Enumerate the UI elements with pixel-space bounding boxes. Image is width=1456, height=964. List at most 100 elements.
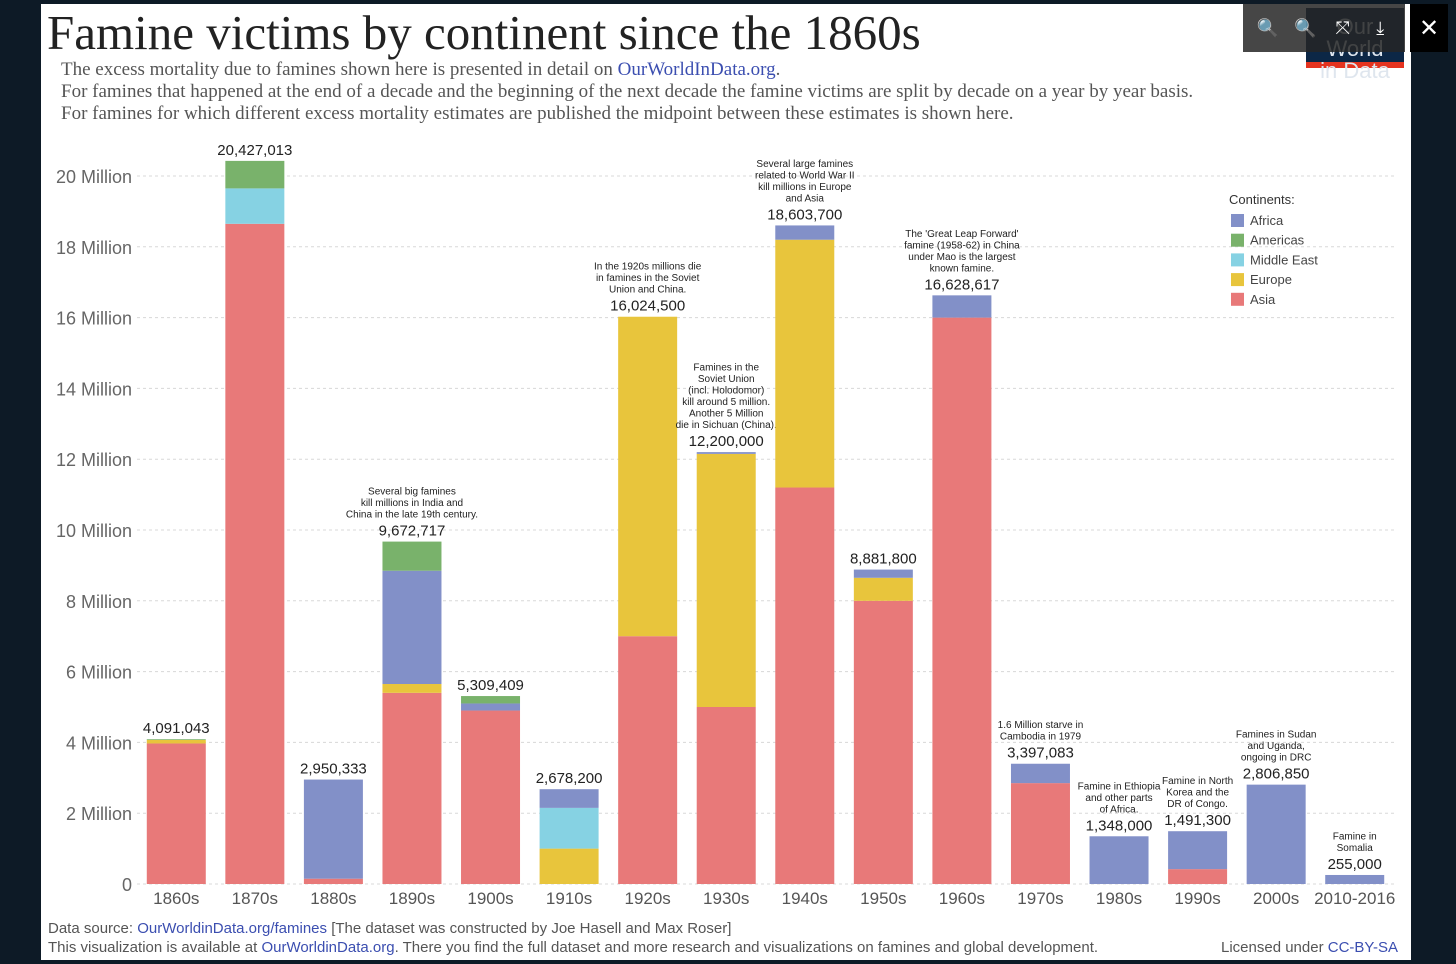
bar-segment-africa[interactable] [382, 570, 442, 684]
legend-label[interactable]: Middle East [1250, 252, 1318, 267]
y-tick-label: 20 Million [56, 167, 132, 187]
bar-segment-asia[interactable] [225, 223, 285, 885]
bar-annotation: 1.6 Million starve in Cambodia in 1979 [998, 720, 1084, 743]
y-tick-label: 2 Million [66, 804, 132, 824]
bar-segment-asia[interactable] [1168, 869, 1228, 884]
bar-segment-europe[interactable] [382, 683, 442, 693]
bar-annotation: In the 1920s millions die in famines in t… [594, 262, 702, 296]
chart-title: Famine victims by continent since the 18… [47, 5, 921, 60]
bar-segment-africa[interactable] [1089, 836, 1149, 884]
bar-total-label: 16,024,500 [610, 298, 685, 315]
bar-segment-asia[interactable] [303, 878, 363, 884]
bar-total-label: 16,628,617 [924, 276, 999, 293]
bar-segment-asia[interactable] [696, 707, 756, 884]
bar-segment-asia[interactable] [146, 743, 206, 884]
bar-total-label: 3,397,083 [1007, 745, 1074, 762]
bar-segment-africa[interactable] [1246, 784, 1306, 884]
y-tick-label: 8 Million [66, 592, 132, 612]
legend-swatch-americas[interactable] [1231, 233, 1244, 247]
bar-annotation: Famine in Ethiopia and other parts of Afri… [1078, 781, 1161, 815]
bar-segment-africa[interactable] [775, 225, 835, 240]
bar-total-label: 255,000 [1328, 856, 1382, 873]
zoom-in-icon[interactable]: 🔍 [1256, 17, 1279, 38]
bar-total-label: 5,309,409 [457, 677, 524, 694]
bar-segment-europe[interactable] [539, 848, 599, 884]
bar-segment-asia[interactable] [932, 317, 992, 885]
logo-line-2: in Data [1320, 58, 1390, 83]
y-tick-label: 10 Million [56, 521, 132, 541]
subtitle-line-3: For famines for which different excess m… [61, 103, 1014, 124]
legend-swatch-asia[interactable] [1231, 292, 1244, 306]
source-suffix: [The dataset was constructed by Joe Hase… [327, 920, 732, 937]
source-link[interactable]: OurWorldinData.org/famines [137, 920, 328, 937]
x-tick-label: 1960s [939, 889, 985, 908]
legend-swatch-europe[interactable] [1231, 273, 1244, 287]
x-tick-label: 1920s [624, 889, 670, 908]
license-line: Licensed under CC-BY-SA [1221, 939, 1398, 956]
bar-segment-africa[interactable] [853, 569, 913, 578]
legend-label[interactable]: Africa [1250, 213, 1284, 228]
bar-segment-africa[interactable] [461, 703, 521, 711]
bar-segment-africa[interactable] [1168, 831, 1228, 870]
bar-total-label: 2,678,200 [536, 770, 603, 787]
bar-segment-middle-east[interactable] [539, 807, 599, 849]
bar-total-label: 9,672,717 [379, 523, 446, 540]
fit-screen-icon[interactable]: ⤧ [1335, 17, 1350, 38]
y-tick-label: 6 Million [66, 663, 132, 683]
legend-label[interactable]: Americas [1250, 233, 1305, 248]
bar-segment-asia[interactable] [461, 710, 521, 884]
bar-segment-americas[interactable] [461, 696, 521, 704]
y-tick-label: 0 [122, 875, 132, 895]
bar-segment-africa[interactable] [1325, 874, 1385, 884]
bar-segment-africa[interactable] [539, 789, 599, 808]
bar-annotation: Famine in North Korea and the DR of Congo. [1162, 776, 1233, 810]
license-link[interactable]: CC-BY-SA [1327, 939, 1399, 956]
legend-label[interactable]: Europe [1250, 272, 1292, 287]
subtitle-link[interactable]: OurWorldInData.org [617, 59, 776, 80]
bar-segment-europe[interactable] [853, 577, 913, 601]
chart-frame: Famine victims by continent since the 18… [41, 4, 1411, 960]
bar-segment-africa[interactable] [932, 295, 992, 318]
bar-segment-europe[interactable] [618, 316, 678, 637]
source-prefix: Data source: [48, 920, 138, 937]
avail-link[interactable]: OurWorldinData.org [261, 939, 395, 956]
zoom-out-icon[interactable]: 🔍 [1294, 17, 1317, 38]
bar-segment-americas[interactable] [225, 160, 285, 189]
bar-segment-africa[interactable] [696, 452, 756, 454]
x-tick-label: 1950s [860, 889, 906, 908]
bar-segment-americas[interactable] [382, 541, 442, 571]
bar-annotation: Famines in the Soviet Union (incl. Holodom… [676, 363, 777, 432]
y-tick-label: 12 Million [56, 450, 132, 470]
avail-suffix: . There you find the full dataset and mo… [394, 939, 1099, 956]
legend-swatch-africa[interactable] [1231, 214, 1244, 227]
bar-segment-asia[interactable] [775, 487, 835, 884]
bar-segment-middle-east[interactable] [225, 188, 285, 224]
license-prefix: Licensed under [1221, 939, 1328, 956]
close-icon[interactable]: ✕ [1410, 4, 1448, 52]
x-tick-label: 2010-2016 [1314, 889, 1395, 908]
subtitle-period: . [775, 59, 781, 80]
bar-segment-asia[interactable] [853, 600, 913, 884]
bar-segment-europe[interactable] [146, 739, 206, 744]
availability-line: This visualization is available at OurWo… [48, 939, 1098, 956]
subtitle-text: The excess mortality due to famines show… [61, 59, 618, 80]
bar-annotation: Famines in Sudan and Uganda, ongoing in DR… [1236, 730, 1317, 764]
legend-swatch-middle-east[interactable] [1231, 253, 1244, 267]
bar-total-label: 2,950,333 [300, 761, 367, 778]
bar-segment-americas[interactable] [146, 739, 206, 740]
bar-segment-europe[interactable] [775, 239, 835, 488]
x-tick-label: 1990s [1174, 889, 1220, 908]
download-icon[interactable]: ⤓ [1376, 17, 1385, 38]
x-tick-label: 1910s [546, 889, 592, 908]
bar-total-label: 18,603,700 [767, 206, 842, 223]
bar-segment-africa[interactable] [1010, 763, 1070, 784]
bar-segment-asia[interactable] [1010, 783, 1070, 884]
bar-segment-asia[interactable] [618, 636, 678, 884]
legend-label[interactable]: Asia [1250, 292, 1276, 307]
bar-segment-asia[interactable] [382, 692, 442, 884]
x-tick-label: 1940s [782, 889, 828, 908]
famine-bar-chart: 0 2 Million 4 Million 6 Million 8 Million 10 … [56, 142, 1395, 908]
bar-total-label: 12,200,000 [689, 433, 764, 450]
bar-segment-africa[interactable] [303, 779, 363, 879]
bar-segment-europe[interactable] [696, 453, 756, 707]
